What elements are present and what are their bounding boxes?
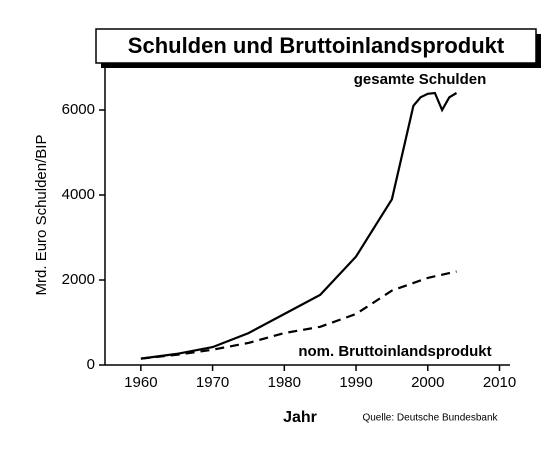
x-tick-label: 1960 [124,374,157,391]
series-label: gesamte Schulden [354,71,487,88]
x-tick-label: 2000 [411,374,444,391]
series-line [140,91,458,360]
chart-title: Schulden und Bruttoinlandsprodukt [128,33,505,58]
x-tick-label: 2010 [483,374,516,391]
x-axis-label: Jahr [283,409,317,426]
y-axis-label: Mrd. Euro Schulden/BIP [33,135,50,296]
title-box [95,28,537,64]
x-tick-label: 1980 [268,374,301,391]
y-tick-label: 4000 [62,186,95,203]
y-tick-label: 2000 [62,271,95,288]
x-tick-label: 1970 [196,374,229,391]
y-tick-label: 0 [87,356,95,373]
y-tick-label: 6000 [62,101,95,118]
source: Quelle: Deutsche Bundesbank [362,413,498,424]
series-label: nom. Bruttoinlandsprodukt [298,343,491,360]
x-tick-label: 1990 [339,374,372,391]
